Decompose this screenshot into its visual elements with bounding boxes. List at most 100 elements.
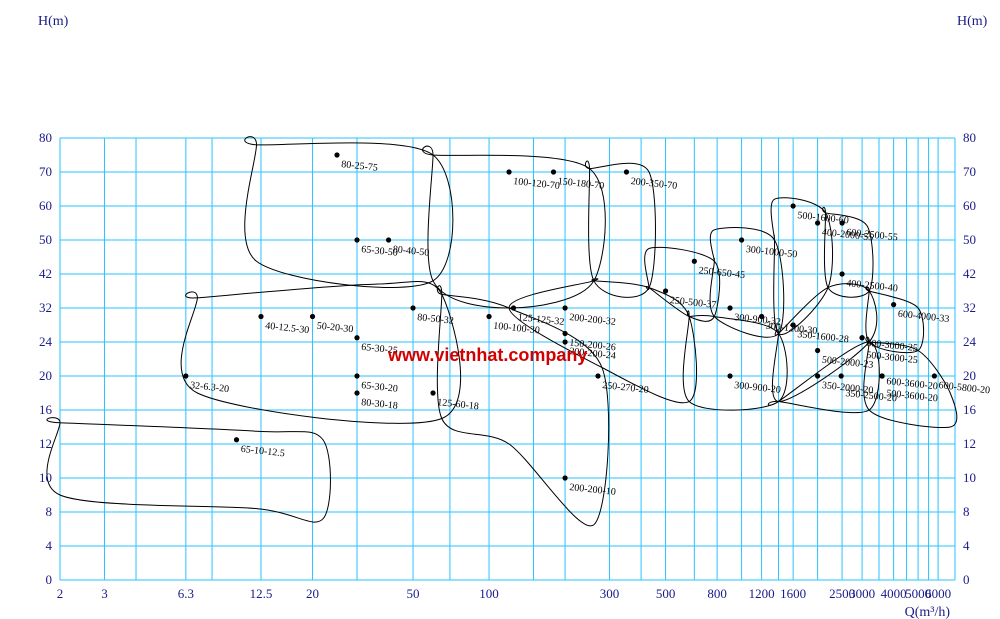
pump-performance-chart: 32-6.3-20 40-12.5-30 50-20-30 65-10-12.5 65-… bbox=[0, 0, 1000, 619]
pump-label: 65-10-12.5 bbox=[240, 444, 285, 460]
design-point bbox=[839, 271, 844, 276]
y-tick-left: 4 bbox=[46, 538, 53, 553]
y-tick-right: 32 bbox=[963, 300, 976, 315]
y-tick-right: 12 bbox=[963, 436, 976, 451]
x-tick: 50 bbox=[407, 586, 420, 601]
x-tick: 2 bbox=[57, 586, 64, 601]
y-tick-right: 0 bbox=[963, 572, 970, 587]
y-tick-right: 8 bbox=[963, 504, 970, 519]
y-tick-right: 24 bbox=[963, 334, 977, 349]
x-tick: 4000 bbox=[881, 586, 907, 601]
design-point bbox=[727, 373, 732, 378]
watermark-text: www.vietnhat.company bbox=[388, 345, 587, 366]
design-point bbox=[791, 203, 796, 208]
x-tick: 3000 bbox=[849, 586, 875, 601]
x-tick: 6.3 bbox=[178, 586, 194, 601]
design-point bbox=[511, 305, 516, 310]
y-tick-right: 42 bbox=[963, 266, 976, 281]
design-point bbox=[879, 373, 884, 378]
x-tick: 20 bbox=[306, 586, 319, 601]
y-axis-title-right: H(m) bbox=[957, 14, 988, 29]
design-point bbox=[354, 237, 359, 242]
design-point bbox=[430, 390, 435, 395]
design-point bbox=[839, 373, 844, 378]
y-tick-left: 24 bbox=[39, 334, 53, 349]
x-tick: 300 bbox=[600, 586, 620, 601]
y-tick-right: 10 bbox=[963, 470, 976, 485]
design-point bbox=[562, 331, 567, 336]
design-point bbox=[354, 373, 359, 378]
pump-label: 100-120-70 bbox=[513, 176, 561, 192]
x-tick: 1600 bbox=[780, 586, 806, 601]
pump-label: 50-20-30 bbox=[316, 321, 354, 336]
pump-label: 80-50-32 bbox=[417, 312, 455, 327]
design-point bbox=[410, 305, 415, 310]
design-point bbox=[258, 314, 263, 319]
x-axis-title: Q(m³/h) bbox=[905, 605, 951, 619]
pump-label: 300-1000-50 bbox=[745, 244, 798, 260]
y-tick-left: 0 bbox=[46, 572, 53, 587]
pump-label: 300-900-20 bbox=[734, 380, 782, 396]
y-axis-title-left: H(m) bbox=[38, 14, 69, 29]
y-tick-left: 32 bbox=[39, 300, 52, 315]
design-point bbox=[791, 322, 796, 327]
y-tick-left: 50 bbox=[39, 232, 52, 247]
design-point bbox=[354, 390, 359, 395]
design-point bbox=[839, 220, 844, 225]
y-tick-left: 16 bbox=[39, 402, 53, 417]
pump-label: 40-12.5-30 bbox=[265, 321, 310, 337]
pump-label: 65-30-20 bbox=[361, 380, 399, 395]
y-tick-right: 20 bbox=[963, 368, 976, 383]
design-point bbox=[562, 339, 567, 344]
design-point bbox=[234, 437, 239, 442]
design-point bbox=[486, 314, 491, 319]
design-point bbox=[386, 237, 391, 242]
design-point bbox=[759, 314, 764, 319]
design-point bbox=[354, 335, 359, 340]
y-tick-left: 10 bbox=[39, 470, 52, 485]
design-point bbox=[562, 475, 567, 480]
design-point bbox=[663, 288, 668, 293]
y-tick-right: 60 bbox=[963, 198, 976, 213]
design-point bbox=[815, 348, 820, 353]
design-point bbox=[334, 152, 339, 157]
design-point bbox=[310, 314, 315, 319]
x-tick: 500 bbox=[656, 586, 676, 601]
x-tick: 1200 bbox=[749, 586, 775, 601]
x-tick: 6000 bbox=[925, 586, 951, 601]
y-tick-left: 80 bbox=[39, 130, 52, 145]
y-tick-right: 70 bbox=[963, 164, 976, 179]
y-tick-left: 70 bbox=[39, 164, 52, 179]
design-point bbox=[506, 169, 511, 174]
y-tick-right: 4 bbox=[963, 538, 970, 553]
design-point bbox=[815, 373, 820, 378]
design-point bbox=[562, 305, 567, 310]
chart-svg: 32-6.3-20 40-12.5-30 50-20-30 65-10-12.5 65-… bbox=[0, 0, 1000, 619]
design-point bbox=[624, 169, 629, 174]
pump-label: 250-270-20 bbox=[602, 380, 650, 396]
y-tick-left: 42 bbox=[39, 266, 52, 281]
pump-label: 32-6.3-20 bbox=[190, 380, 230, 395]
x-tick: 3 bbox=[101, 586, 108, 601]
y-tick-right: 16 bbox=[963, 402, 977, 417]
pump-label: 80-40-50 bbox=[392, 244, 430, 259]
design-point bbox=[739, 237, 744, 242]
design-point bbox=[692, 259, 697, 264]
design-point bbox=[727, 305, 732, 310]
design-point bbox=[595, 373, 600, 378]
y-tick-left: 8 bbox=[46, 504, 53, 519]
y-tick-left: 60 bbox=[39, 198, 52, 213]
pump-region-outline bbox=[645, 247, 720, 321]
pump-label: 250-650-45 bbox=[698, 265, 746, 281]
design-point bbox=[891, 302, 896, 307]
design-point bbox=[859, 335, 864, 340]
x-tick: 800 bbox=[707, 586, 727, 601]
y-tick-right: 80 bbox=[963, 130, 976, 145]
y-tick-right: 50 bbox=[963, 232, 976, 247]
x-tick: 100 bbox=[479, 586, 499, 601]
design-point bbox=[183, 373, 188, 378]
pump-region-outline bbox=[47, 418, 331, 522]
y-tick-left: 12 bbox=[39, 436, 52, 451]
y-tick-left: 20 bbox=[39, 368, 52, 383]
design-point bbox=[551, 169, 556, 174]
